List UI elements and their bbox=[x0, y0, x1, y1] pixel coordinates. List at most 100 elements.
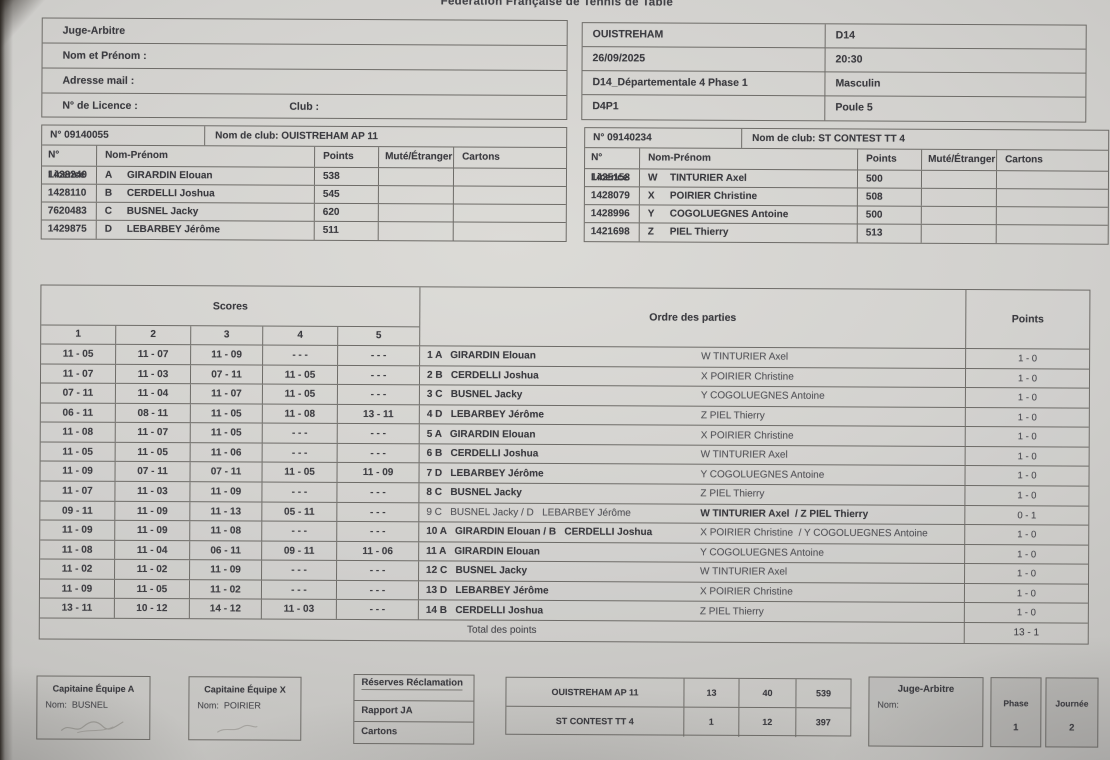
home-player: 6 B CERDELLI Joshua bbox=[426, 447, 539, 460]
player-letter: C bbox=[104, 205, 113, 217]
referee-mail-label: Adresse mail : bbox=[42, 68, 567, 97]
col-cartons: Cartons bbox=[462, 151, 500, 163]
set-score-3: 14 - 12 bbox=[189, 599, 262, 619]
team-x-players: 1425158 W TINTURIER Axel 500 1428079 X POI… bbox=[584, 169, 1109, 244]
match-points: 1 - 0 bbox=[1017, 431, 1037, 443]
journee-label: Journée bbox=[1055, 698, 1089, 709]
home-player: 5 A GIRARDIN Elouan bbox=[426, 428, 536, 440]
result-sets: 12 bbox=[739, 707, 797, 738]
player-licence: 1428110 bbox=[41, 184, 97, 202]
player-cartons-cell bbox=[454, 169, 566, 187]
total-points: 13 - 1 bbox=[1013, 627, 1040, 639]
match-time: 20:30 bbox=[825, 48, 1086, 74]
set-score-2: 11 - 03 bbox=[115, 364, 192, 384]
captain-x-name: Nom: POIRIER bbox=[197, 700, 261, 711]
score-table-header: Scores 1 2 3 4 5 Ordre des parties Point… bbox=[41, 285, 1090, 350]
player-name-cell: B CERDELLI Joshua bbox=[96, 184, 315, 203]
player-row: 1421698 Z PIEL Thierry 513 bbox=[584, 223, 1108, 244]
set-score-4: 05 - 11 bbox=[262, 502, 338, 522]
division-short: D4P1 bbox=[582, 95, 826, 121]
team-x-header-row: N° Licence Nom-Prénom Points Muté/Étrang… bbox=[585, 148, 1109, 183]
set-score-4: - - - bbox=[262, 521, 338, 541]
away-player: X POIRIER Christine bbox=[700, 429, 794, 442]
col-name: Nom-Prénom bbox=[640, 148, 859, 170]
captain-x-box: Capitaine Équipe X Nom: POIRIER bbox=[188, 676, 302, 741]
player-name-cell: W TINTURIER Axel bbox=[639, 169, 859, 188]
away-player: W TINTURIER Axel bbox=[700, 449, 788, 461]
set-col-4: 4 bbox=[263, 326, 339, 345]
player-letter: X bbox=[647, 190, 655, 202]
total-row: Total des points 13 - 1 bbox=[39, 618, 1088, 643]
home-player: 8 C BUSNEL Jacky bbox=[426, 487, 522, 499]
page-title: Fédération Française de Tennis de Table bbox=[440, 0, 674, 9]
set-score-5: - - - bbox=[337, 561, 420, 581]
match-pairing: 11 A GIRARDIN Elouan Y COGOLUEGNES Antoi… bbox=[419, 541, 966, 564]
player-mute-cell bbox=[921, 188, 997, 207]
set-score-4: 11 - 05 bbox=[262, 462, 338, 482]
set-score-2: 11 - 05 bbox=[115, 442, 191, 462]
team-a-header-row: N° Licence Nom-Prénom Points Muté/Étrang… bbox=[42, 145, 567, 181]
col-licence: N° Licence bbox=[42, 145, 98, 181]
away-player: W TINTURIER Axel bbox=[701, 351, 789, 363]
set-score-3: 11 - 09 bbox=[190, 482, 263, 502]
set-score-1: 11 - 05 bbox=[41, 344, 117, 364]
away-player: Y COGOLUEGNES Antoine bbox=[700, 547, 824, 559]
home-player: 2 B CERDELLI Joshua bbox=[426, 369, 539, 382]
match-points: 0 - 1 bbox=[1017, 509, 1037, 521]
poule: Poule 5 bbox=[835, 101, 873, 114]
away-player: Z PIEL Thierry bbox=[700, 488, 765, 500]
team-a-table: N° 09140055 Nom de club: OUISTREHAM AP 1… bbox=[40, 124, 568, 243]
set-score-2: 11 - 09 bbox=[115, 501, 191, 521]
set-score-1: 11 - 08 bbox=[40, 422, 116, 442]
set-score-4: 11 - 08 bbox=[262, 404, 338, 424]
set-score-4: - - - bbox=[262, 560, 338, 580]
match-points: 1 - 0 bbox=[1017, 548, 1037, 560]
player-name-cell: D LEBARBEY Jérôme bbox=[96, 220, 315, 240]
set-score-1: 13 - 11 bbox=[39, 598, 115, 618]
player-mute-cell bbox=[921, 170, 998, 189]
set-score-3: 11 - 13 bbox=[190, 501, 263, 521]
category: Masculin bbox=[825, 72, 1086, 98]
result-victories: 13 bbox=[684, 678, 740, 707]
home-player: 10 A GIRARDIN Elouan / B CERDELLI Joshua bbox=[426, 526, 653, 539]
player-licence: 7620483 bbox=[41, 202, 97, 220]
match-pairing: 8 C BUSNEL Jacky Z PIEL Thierry bbox=[419, 483, 966, 505]
set-score-2: 11 - 07 bbox=[115, 423, 191, 443]
set-score-3: 11 - 05 bbox=[190, 423, 263, 443]
captain-x-title: Capitaine Équipe X bbox=[204, 684, 286, 695]
set-score-1: 11 - 07 bbox=[40, 481, 116, 501]
phase-label: Phase bbox=[1003, 698, 1029, 709]
set-score-5: - - - bbox=[337, 443, 420, 463]
match-points: 1 - 0 bbox=[1016, 607, 1036, 619]
team-x-table: N° 09140234 Nom de club: ST CONTEST TT 4… bbox=[583, 127, 1110, 245]
player-cartons-cell bbox=[454, 187, 566, 205]
captain-x-signature bbox=[216, 724, 258, 733]
set-score-5: - - - bbox=[337, 365, 421, 385]
set-score-1: 11 - 09 bbox=[40, 520, 116, 540]
set-score-3: 11 - 09 bbox=[190, 560, 263, 580]
match-pairing: 7 D LEBARBEY Jérôme Y COGOLUEGNES Antoin… bbox=[419, 463, 966, 485]
player-letter: Y bbox=[647, 208, 655, 220]
result-victories: 1 bbox=[684, 707, 740, 737]
set-score-5: - - - bbox=[336, 580, 420, 600]
player-letter: W bbox=[647, 172, 658, 184]
set-score-4: - - - bbox=[263, 345, 339, 365]
result-points: 539 bbox=[815, 688, 832, 699]
player-points: 620 bbox=[314, 203, 379, 222]
set-score-2: 10 - 12 bbox=[114, 599, 190, 619]
referee-identity-box: Juge-Arbitre Nom et Prénom : Adresse mai… bbox=[41, 17, 568, 121]
away-player: X POIRIER Christine bbox=[700, 371, 794, 383]
match-pairing: 6 B CERDELLI Joshua W TINTURIER Axel bbox=[419, 444, 966, 466]
away-player: Z PIEL Thierry bbox=[699, 605, 764, 618]
set-score-5: - - - bbox=[336, 600, 419, 620]
journee-value: 2 bbox=[1069, 722, 1075, 734]
player-mute-cell bbox=[921, 224, 997, 244]
total-label: Total des points bbox=[39, 618, 965, 643]
match-pairing: 1 A GIRARDIN Elouan W TINTURIER Axel bbox=[420, 346, 967, 368]
player-name: POIRIER Christine bbox=[669, 190, 758, 202]
referee-licence-label: N° de Licence : bbox=[62, 99, 138, 112]
result-team: ST CONTEST TT 4 bbox=[506, 706, 685, 737]
set-score-5: 11 - 06 bbox=[337, 541, 420, 561]
points-header: Points bbox=[1011, 313, 1044, 326]
